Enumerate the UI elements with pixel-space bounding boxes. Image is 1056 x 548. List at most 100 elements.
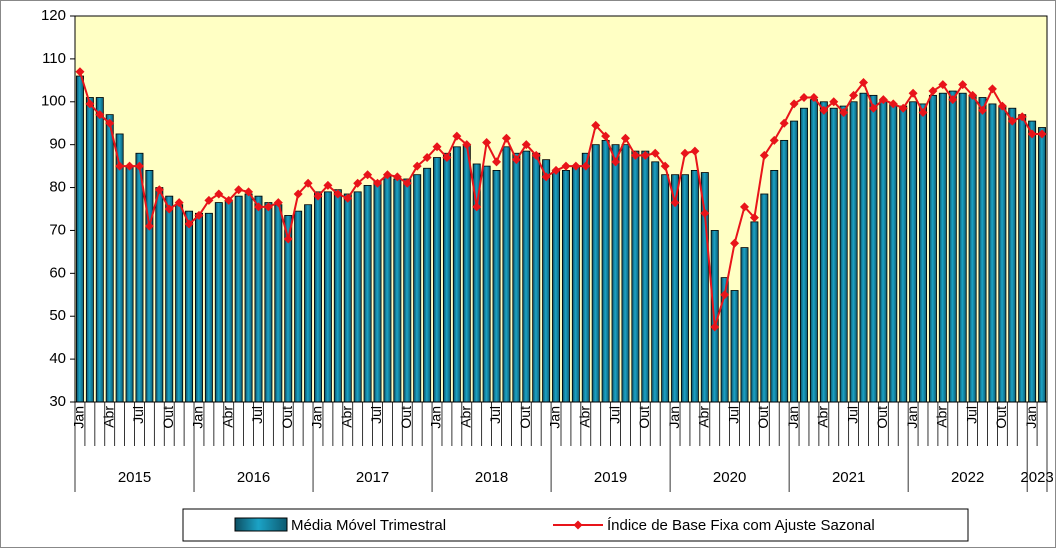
- bar: [462, 144, 471, 403]
- x-tick-label: Jan: [428, 406, 444, 429]
- line-marker: [859, 77, 869, 87]
- line-marker: [462, 140, 472, 150]
- x-tick-label: Out: [398, 406, 414, 429]
- bar: [1038, 127, 1047, 403]
- x-tick-label: Jan: [309, 406, 325, 429]
- bar: [442, 152, 451, 403]
- bar: [750, 221, 759, 403]
- bar: [343, 193, 352, 403]
- bar: [948, 90, 957, 403]
- bar: [433, 157, 441, 403]
- y-tick-label: 50: [49, 307, 66, 324]
- line-marker: [303, 178, 313, 188]
- x-tick-label: Out: [636, 406, 652, 429]
- x-tick-label: Jan: [190, 406, 206, 429]
- bar: [651, 161, 660, 403]
- bar: [224, 200, 233, 403]
- line-marker: [85, 99, 95, 109]
- x-tick-label: Abr: [934, 406, 950, 428]
- bar: [85, 97, 94, 403]
- bar: [333, 189, 342, 403]
- year-label: 2019: [594, 469, 627, 486]
- line-marker: [492, 157, 502, 167]
- line-marker: [700, 208, 710, 218]
- line-marker: [601, 131, 611, 141]
- bar: [542, 159, 551, 403]
- line-marker: [789, 99, 799, 109]
- bar: [809, 99, 818, 403]
- x-tick-label: Abr: [457, 406, 473, 428]
- bar: [571, 165, 580, 403]
- line-marker: [105, 118, 115, 128]
- line-marker: [779, 118, 789, 128]
- bar: [105, 114, 114, 403]
- line-marker: [363, 170, 373, 180]
- x-tick-label: Abr: [576, 406, 592, 428]
- line-marker: [472, 202, 482, 212]
- x-tick-label: Out: [755, 406, 771, 429]
- bar: [561, 169, 570, 403]
- x-tick-label: Abr: [219, 406, 235, 428]
- bar: [413, 174, 422, 403]
- line-marker: [501, 133, 511, 143]
- bar: [968, 94, 977, 403]
- bar: [552, 169, 561, 403]
- line-marker: [710, 322, 720, 332]
- line-marker: [739, 202, 749, 212]
- bar: [760, 193, 769, 403]
- line-marker: [293, 189, 303, 199]
- line-marker: [581, 161, 591, 171]
- bar: [1008, 107, 1017, 403]
- bar: [690, 169, 699, 403]
- legend-label: Índice de Base Fixa com Ajuste Sazonal: [607, 517, 875, 534]
- line-marker: [273, 198, 283, 208]
- line-marker: [214, 189, 224, 199]
- line-marker: [759, 150, 769, 160]
- bar: [274, 204, 283, 403]
- bar: [790, 120, 799, 403]
- line-marker: [978, 105, 988, 115]
- x-tick-label: Jul: [368, 406, 384, 424]
- line-marker: [809, 92, 819, 102]
- bar: [393, 178, 402, 403]
- line-marker: [204, 195, 214, 205]
- line-marker: [968, 90, 978, 100]
- bar: [839, 105, 848, 403]
- x-tick-label: Jan: [1023, 406, 1039, 429]
- line-marker: [571, 161, 581, 171]
- bar: [363, 185, 372, 403]
- line-marker: [839, 108, 849, 117]
- x-tick-label: Jul: [606, 406, 622, 424]
- bar: [234, 195, 243, 403]
- line-marker: [819, 105, 829, 115]
- year-label: 2016: [237, 469, 270, 486]
- bar: [621, 144, 630, 403]
- y-tick-label: 40: [49, 350, 66, 367]
- line-marker: [1037, 129, 1047, 139]
- line-marker: [402, 178, 412, 188]
- year-label: 2022: [951, 469, 984, 486]
- y-tick-label: 100: [41, 93, 66, 110]
- line-marker: [452, 131, 462, 141]
- bar: [869, 94, 878, 403]
- line-marker: [948, 95, 958, 105]
- line-marker: [313, 191, 323, 201]
- line-marker: [1017, 112, 1027, 122]
- y-tick-label: 70: [49, 221, 66, 238]
- bar: [829, 107, 838, 403]
- bar: [889, 103, 898, 403]
- line-marker: [561, 161, 571, 171]
- x-tick-label: Out: [517, 406, 533, 429]
- bar: [938, 92, 947, 403]
- bar: [423, 167, 432, 403]
- y-tick-label: 60: [49, 264, 66, 281]
- bar: [254, 195, 263, 403]
- line-marker: [730, 238, 740, 248]
- line-marker: [521, 140, 531, 150]
- line-marker: [194, 210, 204, 220]
- legend-swatch: [234, 517, 288, 532]
- year-label: 2018: [475, 469, 508, 486]
- bar: [452, 146, 461, 403]
- bar: [75, 75, 84, 403]
- bar: [204, 212, 213, 403]
